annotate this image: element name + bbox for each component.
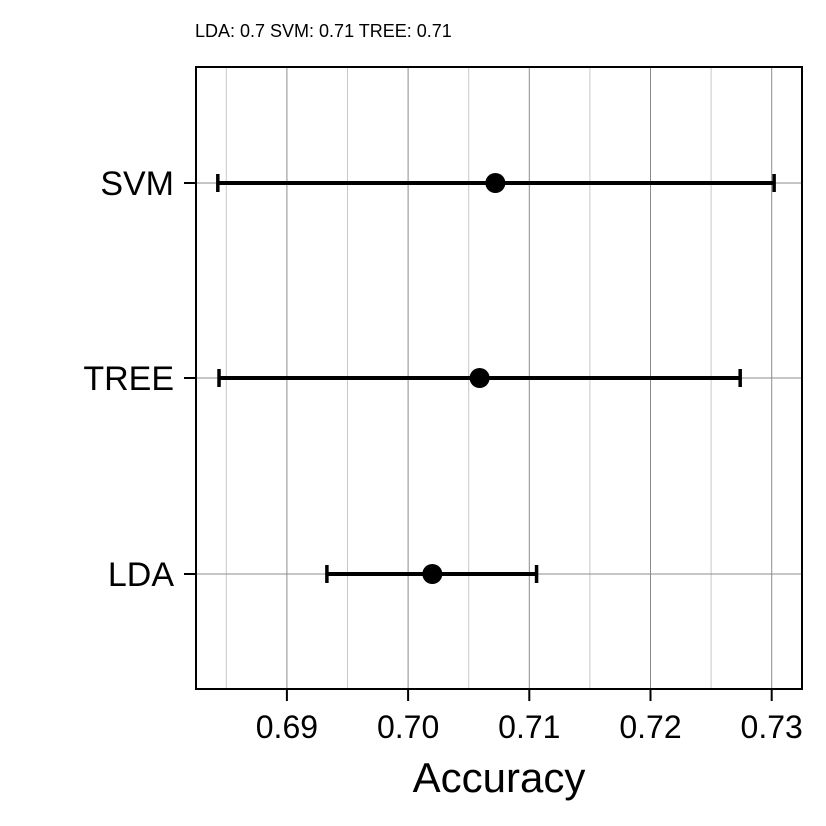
x-tick-label: 0.73 [741, 709, 803, 745]
error-bars [216, 174, 776, 583]
data-points [422, 173, 506, 584]
x-tick-label: 0.69 [256, 709, 318, 745]
x-axis: 0.69 0.70 0.71 0.72 0.73 [256, 689, 803, 745]
point-svm [485, 173, 506, 193]
y-tick-label-svm: SVM [100, 165, 174, 203]
chart-subtitle: LDA: 0.7 SVM: 0.71 TREE: 0.71 [195, 21, 452, 41]
y-tick-label-tree: TREE [83, 360, 174, 398]
x-axis-label: Accuracy [413, 754, 586, 801]
x-tick-label: 0.72 [619, 709, 681, 745]
x-tick-label: 0.70 [377, 709, 439, 745]
y-axis: LDA TREE SVM [83, 165, 196, 594]
x-tick-label: 0.71 [498, 709, 560, 745]
point-tree [469, 368, 490, 388]
point-lda [422, 564, 443, 584]
y-tick-label-lda: LDA [108, 556, 174, 594]
